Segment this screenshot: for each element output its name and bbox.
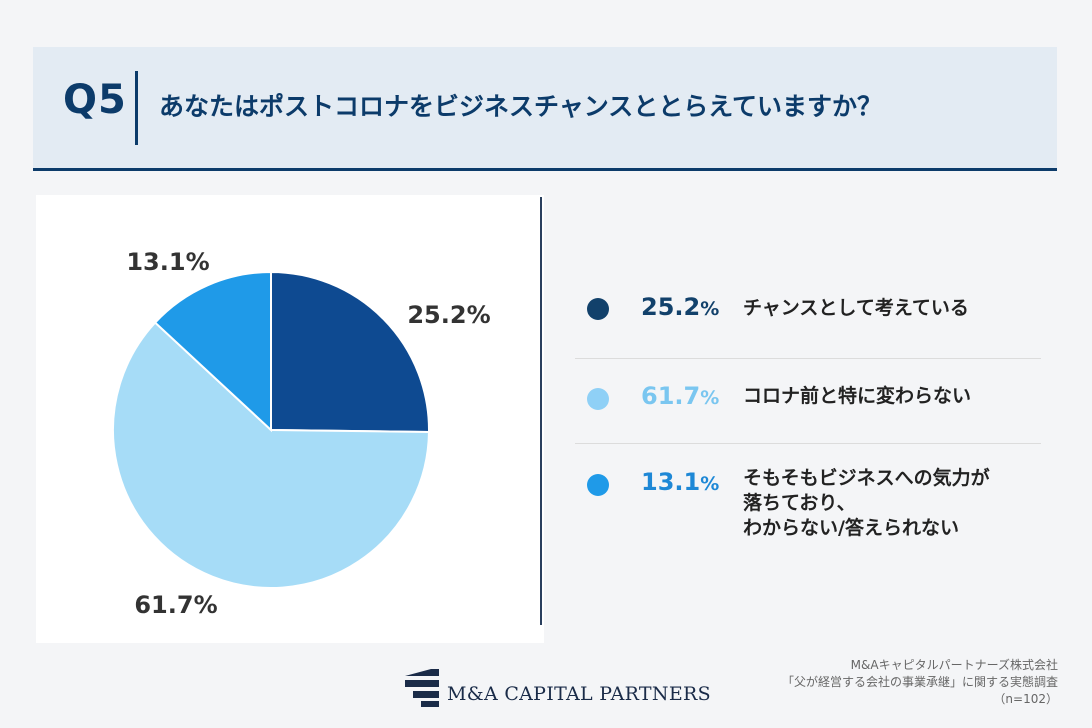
legend: 25.2% チャンスとして考えている 61.7% コロナ前と特に変わらない 13…: [575, 275, 1041, 554]
legend-item: 25.2% チャンスとして考えている: [575, 275, 1041, 359]
pie-slice: [112, 321, 431, 589]
question-number: Q5: [63, 77, 127, 123]
pie-slice: [153, 270, 272, 433]
legend-item: 61.7% コロナ前と特に変わらない: [575, 359, 1041, 444]
legend-value: 25.2%: [641, 293, 720, 321]
legend-dot: [587, 388, 609, 410]
legend-dot: [587, 298, 609, 320]
pie-data-label: 61.7%: [134, 591, 217, 619]
legend-label: コロナ前と特に変わらない: [743, 385, 972, 407]
pie-data-label: 25.2%: [407, 301, 490, 329]
pie-data-label: 13.1%: [126, 248, 209, 276]
vertical-divider: [540, 197, 542, 625]
source-note: M&Aキャピタルパートナーズ株式会社 「父が経営する会社の事業承継」に関する実態…: [738, 657, 1058, 708]
legend-item: 13.1% そもそもビジネスへの気力が 落ちており、 わからない/答えられない: [575, 444, 1041, 554]
source-line: （n=102）: [993, 692, 1058, 706]
legend-value: 61.7%: [641, 382, 720, 410]
pie-chart: 25.2% 61.7% 13.1%: [112, 248, 491, 619]
chart-panel: 25.2% 61.7% 13.1%: [36, 195, 544, 643]
source-line: M&Aキャピタルパートナーズ株式会社: [850, 658, 1058, 672]
legend-label: チャンスとして考えている: [743, 297, 969, 319]
company-logo: M&A CAPITAL PARTNERS: [403, 667, 711, 711]
question-header: Q5 あなたはポストコロナをビジネスチャンスととらえていますか？: [33, 47, 1057, 171]
legend-label: そもそもビジネスへの気力が 落ちており、 わからない/答えられない: [743, 467, 990, 539]
source-line: 「父が経営する会社の事業承継」に関する実態調査: [781, 675, 1058, 689]
logo-mark-icon: [405, 669, 439, 707]
logo-text: M&A CAPITAL PARTNERS: [447, 683, 711, 705]
question-text: あなたはポストコロナをビジネスチャンスととらえていますか？: [159, 92, 883, 121]
legend-value: 13.1%: [641, 468, 720, 496]
header-divider: [135, 71, 138, 145]
pie-slice: [270, 270, 430, 434]
legend-dot: [587, 474, 609, 496]
